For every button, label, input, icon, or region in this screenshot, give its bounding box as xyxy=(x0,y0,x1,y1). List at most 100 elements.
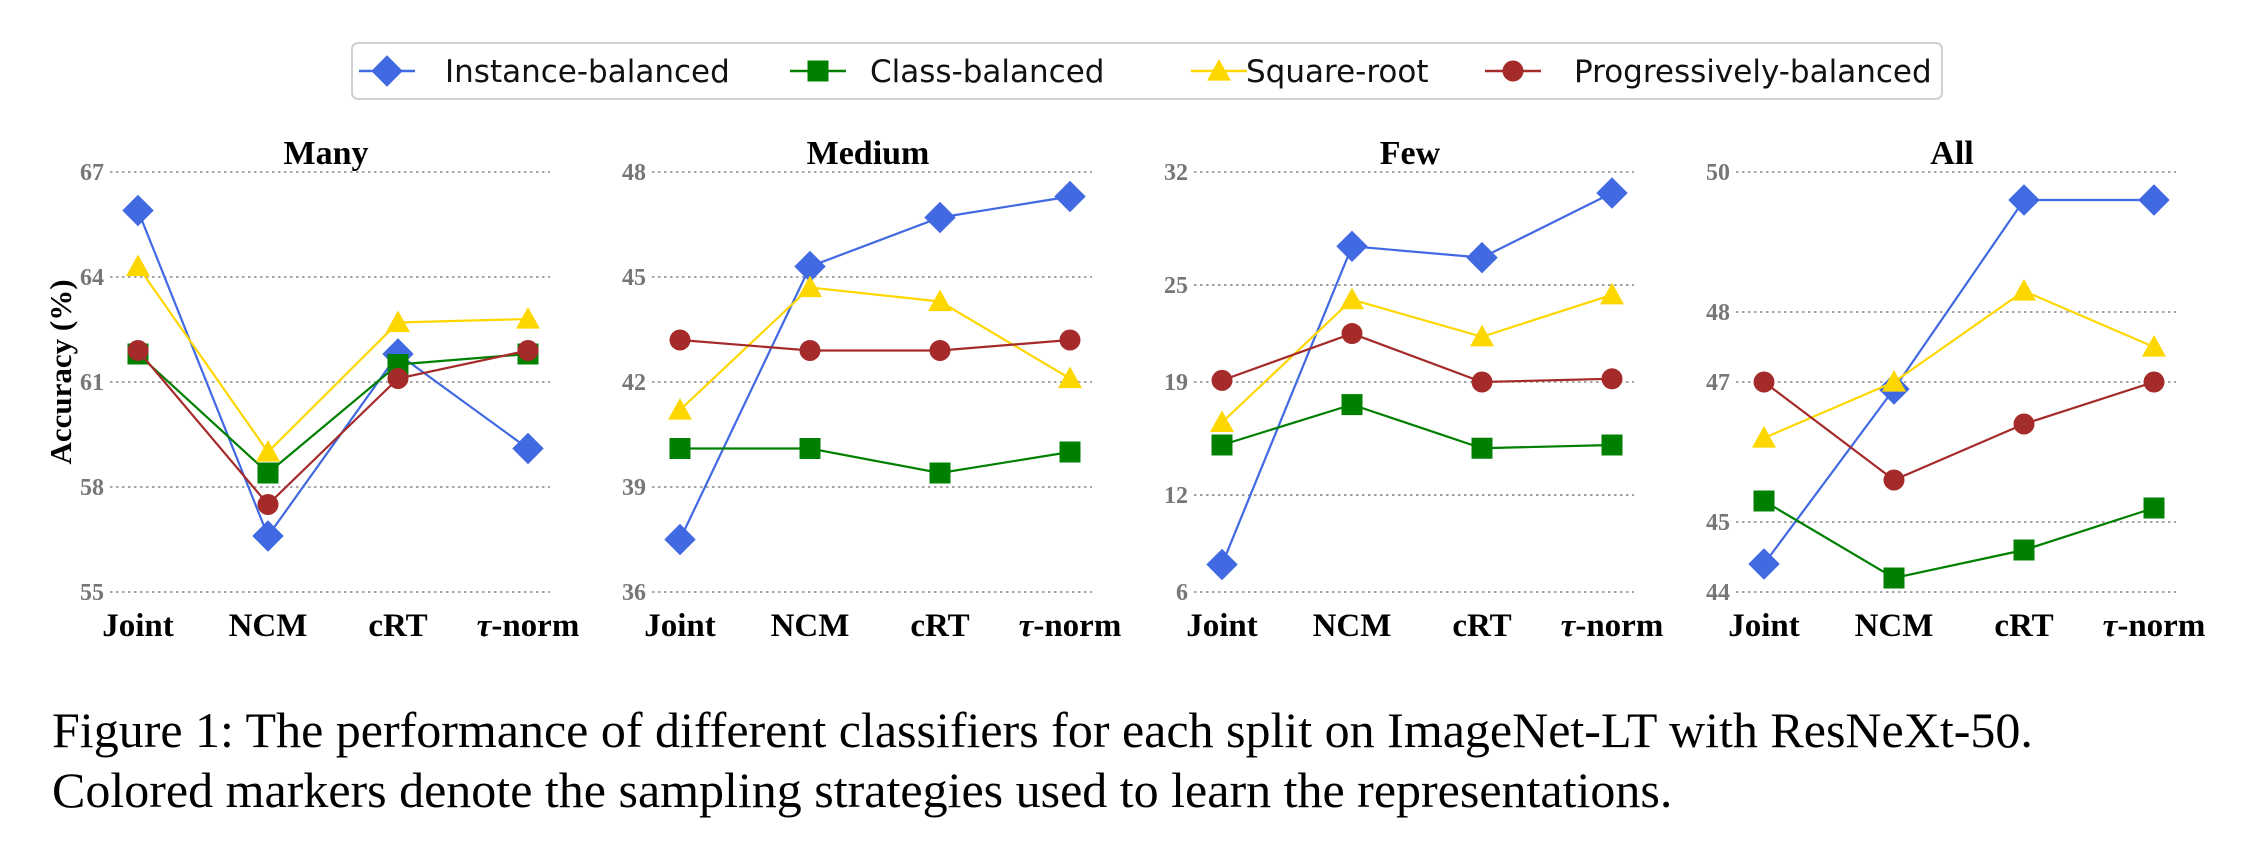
panel-title: Many xyxy=(284,135,369,172)
data-point xyxy=(1341,323,1363,345)
series-class-balanced xyxy=(1211,394,1623,459)
series-instance-balanced xyxy=(1748,184,2170,580)
data-point xyxy=(1210,410,1234,432)
data-point xyxy=(1753,490,1775,512)
y-tick-label: 58 xyxy=(80,475,104,501)
panel-few: 6 12 19 25 32 Few Joint NCM cRT τ-norm xyxy=(1164,135,1663,644)
data-point xyxy=(1601,434,1623,456)
data-point xyxy=(1883,567,1905,589)
data-point xyxy=(387,368,409,389)
legend-marker-class-balanced xyxy=(807,60,829,82)
data-point xyxy=(799,340,821,361)
legend-entry-square-root: Square-root xyxy=(1191,54,1428,90)
data-point xyxy=(1466,241,1498,274)
y-axis-label: Accuracy (%) xyxy=(43,279,78,464)
data-point xyxy=(2143,497,2165,519)
series-line xyxy=(680,447,1071,475)
data-point xyxy=(1206,548,1238,581)
data-point xyxy=(2142,335,2166,357)
legend-entry-progressively-balanced: Progressively-balanced xyxy=(1485,54,1932,90)
legend-entry-instance-balanced: Instance-balanced xyxy=(359,54,730,90)
series-square-root xyxy=(668,275,1082,420)
data-point xyxy=(517,340,539,361)
data-point xyxy=(1059,441,1081,463)
series-line xyxy=(1763,289,2155,440)
series-line xyxy=(1221,293,1613,424)
x-tick-label: Joint xyxy=(644,608,716,644)
legend-label-progressively-balanced: Progressively-balanced xyxy=(1574,54,1932,90)
figure-caption: Figure 1: The performance of different c… xyxy=(52,700,2232,820)
y-tick-label: 19 xyxy=(1164,370,1188,396)
y-tick-label: 67 xyxy=(80,160,104,186)
legend: Instance-balanced Class-balanced Square-ro… xyxy=(351,42,1943,100)
data-point xyxy=(1211,434,1233,456)
data-point xyxy=(1341,394,1363,416)
data-point xyxy=(512,432,544,465)
x-tick-label: τ-norm xyxy=(1561,608,1664,644)
legend-marker-instance-balanced xyxy=(371,55,403,87)
y-tick-label: 44 xyxy=(1706,580,1730,606)
legend-marker-square-root xyxy=(1207,59,1231,81)
series-line xyxy=(137,265,529,454)
x-tick-label: Joint xyxy=(102,608,174,644)
series-line xyxy=(1763,500,2155,580)
y-tick-label: 64 xyxy=(80,265,104,291)
x-tick-label: Joint xyxy=(1728,608,1800,644)
data-point xyxy=(929,340,951,361)
data-point xyxy=(1600,282,1624,305)
series-progressively-balanced xyxy=(669,329,1081,361)
data-point xyxy=(1882,370,1906,392)
x-tick-label: cRT xyxy=(1994,608,2053,644)
x-tick-label: τ-norm xyxy=(477,608,580,644)
data-point xyxy=(1471,437,1493,459)
y-tick-label: 45 xyxy=(622,265,646,291)
y-tick-label: 36 xyxy=(622,580,646,606)
legend-marker-progressively-balanced xyxy=(1502,60,1524,82)
series-progressively-balanced xyxy=(1753,371,2165,491)
data-point xyxy=(1336,230,1368,263)
data-point xyxy=(928,289,952,312)
data-point xyxy=(2013,539,2035,561)
y-tick-label: 32 xyxy=(1164,160,1188,186)
data-point xyxy=(669,438,691,459)
data-point xyxy=(257,462,279,484)
y-tick-label: 42 xyxy=(622,370,646,396)
series-line xyxy=(1763,380,2155,482)
series-line xyxy=(1221,403,1613,450)
data-point xyxy=(257,494,279,515)
x-tick-label: cRT xyxy=(910,608,969,644)
series-class-balanced xyxy=(669,438,1081,484)
series-line xyxy=(137,349,529,507)
data-point xyxy=(127,340,149,361)
series-line xyxy=(137,352,529,475)
series-class-balanced xyxy=(127,343,539,484)
data-point xyxy=(799,438,821,459)
panel-many: 55 58 61 64 67 Many Joint NCM cRT τ-norm xyxy=(80,135,579,644)
x-tick-label: cRT xyxy=(1452,608,1511,644)
series-square-root xyxy=(126,254,540,462)
data-point xyxy=(1748,548,1780,580)
data-point xyxy=(1059,329,1081,351)
data-point xyxy=(1058,366,1082,389)
data-point xyxy=(798,275,822,298)
panel-all: 44 45 47 48 50 All Joint NCM cRT τ-norm xyxy=(1706,135,2205,644)
x-tick-label: τ-norm xyxy=(1019,608,1122,644)
series-instance-balanced xyxy=(122,194,544,552)
series-line xyxy=(679,338,1071,352)
series-instance-balanced xyxy=(664,180,1086,556)
y-tick-label: 6 xyxy=(1176,580,1188,606)
data-point xyxy=(256,440,280,462)
data-point xyxy=(664,523,696,556)
legend-label-class-balanced: Class-balanced xyxy=(870,54,1104,90)
caption-line-2: Colored markers denote the sampling stra… xyxy=(52,762,1673,818)
data-point xyxy=(1054,180,1086,213)
legend-label-instance-balanced: Instance-balanced xyxy=(445,54,730,90)
y-tick-label: 45 xyxy=(1706,510,1730,536)
y-tick-label: 50 xyxy=(1706,160,1730,186)
data-point xyxy=(668,398,692,420)
y-tick-label: 12 xyxy=(1164,483,1188,509)
y-tick-label: 39 xyxy=(622,475,646,501)
data-point xyxy=(126,254,150,277)
data-point xyxy=(386,310,410,333)
